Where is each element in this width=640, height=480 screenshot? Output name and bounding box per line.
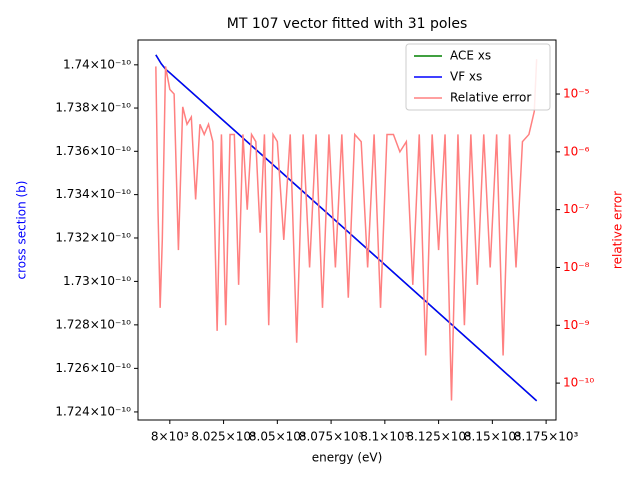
y2-tick-label: 10⁻⁶	[563, 144, 590, 158]
x-tick-label: 8×10³	[151, 430, 189, 444]
y2-tick-label: 10⁻⁵	[563, 87, 590, 101]
y-tick-label: 1.734×10⁻¹⁰	[55, 187, 131, 201]
plot-frame	[137, 39, 557, 421]
y2-tick-label: 10⁻⁹	[563, 318, 590, 332]
y-tick-label: 1.732×10⁻¹⁰	[55, 230, 131, 244]
y-tick-label: 1.726×10⁻¹⁰	[55, 361, 131, 375]
series-line	[155, 54, 538, 402]
y2-tick-label: 10⁻⁷	[563, 202, 590, 216]
y-tick-label: 1.724×10⁻¹⁰	[55, 404, 131, 418]
x-tick-label: 8.075×10³	[299, 430, 364, 444]
y2-axis-label: relative error	[611, 191, 625, 269]
x-tick-label: 8.15×10³	[464, 430, 521, 444]
legend-label: Relative error	[450, 91, 531, 105]
y-tick-label: 1.738×10⁻¹⁰	[55, 101, 131, 115]
y-tick-label: 1.73×10⁻¹⁰	[63, 274, 131, 288]
series-line	[155, 59, 538, 401]
x-tick-label: 8.025×10³	[191, 430, 256, 444]
legend-box	[405, 43, 551, 111]
y2-tick-label: 10⁻¹⁰	[563, 376, 594, 390]
legend: ACE xs VF xs Relative error	[405, 43, 551, 111]
x-tick-label: 8.05×10³	[249, 430, 306, 444]
x-tick-label: 8.125×10³	[406, 430, 471, 444]
y-tick-label: 1.74×10⁻¹⁰	[63, 57, 131, 71]
legend-label: ACE xs	[450, 49, 491, 63]
legend-label: VF xs	[450, 70, 482, 84]
chart-title: MT 107 vector fitted with 31 poles	[227, 16, 468, 32]
x-tick-label: 8.1×10³	[360, 430, 409, 444]
y-axis-label: cross section (b)	[15, 181, 29, 280]
y-tick-label: 1.728×10⁻¹⁰	[55, 317, 131, 331]
y2-tick-label: 10⁻⁸	[563, 260, 590, 274]
x-tick-label: 8.175×10³	[514, 430, 579, 444]
x-axis-label: energy (eV)	[312, 451, 383, 465]
y-tick-label: 1.736×10⁻¹⁰	[55, 144, 131, 158]
